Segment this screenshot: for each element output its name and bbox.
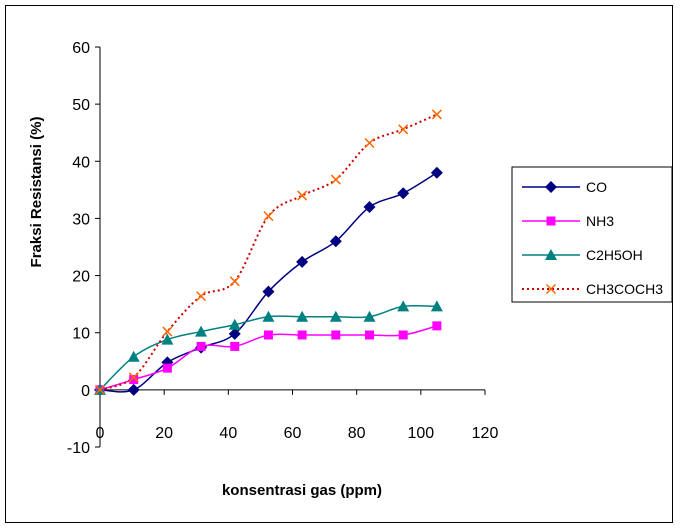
y-tick-label: 50: [72, 97, 90, 114]
y-tick-label: -10: [67, 440, 90, 457]
data-point: [398, 124, 409, 135]
data-point: [196, 341, 206, 351]
series-line: [99, 172, 438, 393]
data-point: [430, 300, 443, 312]
data-point: [228, 327, 241, 340]
y-tick-label: 10: [72, 326, 90, 343]
x-tick-label: 80: [348, 425, 366, 442]
series-lines: [99, 113, 438, 393]
y-tick-label: 20: [72, 269, 90, 286]
legend-label: CO: [586, 179, 607, 195]
data-point: [329, 310, 342, 322]
data-point: [330, 174, 341, 185]
data-point: [363, 310, 376, 322]
legend-label: NH3: [586, 213, 614, 229]
data-point: [161, 333, 174, 345]
data-point: [363, 201, 376, 213]
legend-marker: [545, 249, 557, 260]
legend-marker: [545, 283, 557, 295]
data-point: [430, 166, 443, 179]
x-tick-label: 40: [219, 425, 237, 442]
x-tick-label: 20: [155, 425, 173, 442]
y-tick-label: 40: [72, 154, 90, 171]
data-point: [262, 285, 275, 298]
legend-marker: [546, 216, 556, 226]
data-point: [365, 330, 374, 340]
x-tick-label: 60: [284, 425, 302, 442]
legend-label: C2H5OH: [586, 247, 643, 263]
y-tick-label: 0: [81, 383, 90, 400]
data-point: [263, 211, 274, 222]
data-point: [297, 330, 307, 340]
y-tick-label: 30: [72, 211, 90, 228]
data-point: [128, 372, 139, 383]
x-tick-label: 100: [407, 425, 434, 442]
data-point: [398, 330, 408, 340]
data-point: [431, 109, 442, 120]
series-line: [99, 113, 438, 391]
legend: CO NH3 C2H5OH CH3COCH3: [511, 166, 673, 303]
legend-label: CH3COCH3: [586, 281, 663, 297]
x-tick-label: 0: [96, 425, 105, 442]
data-point: [162, 363, 172, 373]
data-point: [364, 137, 375, 149]
data-point: [296, 310, 309, 322]
data-point: [127, 383, 140, 396]
data-point: [195, 325, 208, 337]
legend-marker: [545, 181, 557, 193]
series-markers: [94, 109, 443, 396]
data-point: [129, 375, 139, 385]
data-point: [397, 300, 410, 312]
y-tick-label: 60: [72, 40, 90, 57]
data-point: [230, 341, 240, 351]
data-point: [94, 384, 106, 395]
data-point: [196, 291, 207, 302]
data-point: [296, 255, 309, 268]
data-point: [329, 235, 342, 248]
x-axis-title: konsentrasi gas (ppm): [222, 482, 382, 499]
y-axis-title: Fraksi Resistansi (%): [28, 117, 45, 268]
data-point: [162, 326, 173, 337]
data-point: [397, 187, 410, 200]
x-tick-label: 120: [472, 425, 499, 442]
data-point: [229, 276, 240, 287]
data-point: [331, 330, 341, 340]
data-point: [228, 318, 241, 330]
data-point: [432, 321, 442, 331]
data-point: [297, 190, 308, 201]
legend-box: [511, 166, 673, 303]
axes: -10 0 10 20 30 40 50 60 0 20 40 60 80 100 120: [67, 40, 499, 457]
data-point: [262, 310, 275, 322]
data-point: [127, 350, 140, 362]
data-point: [263, 330, 273, 340]
